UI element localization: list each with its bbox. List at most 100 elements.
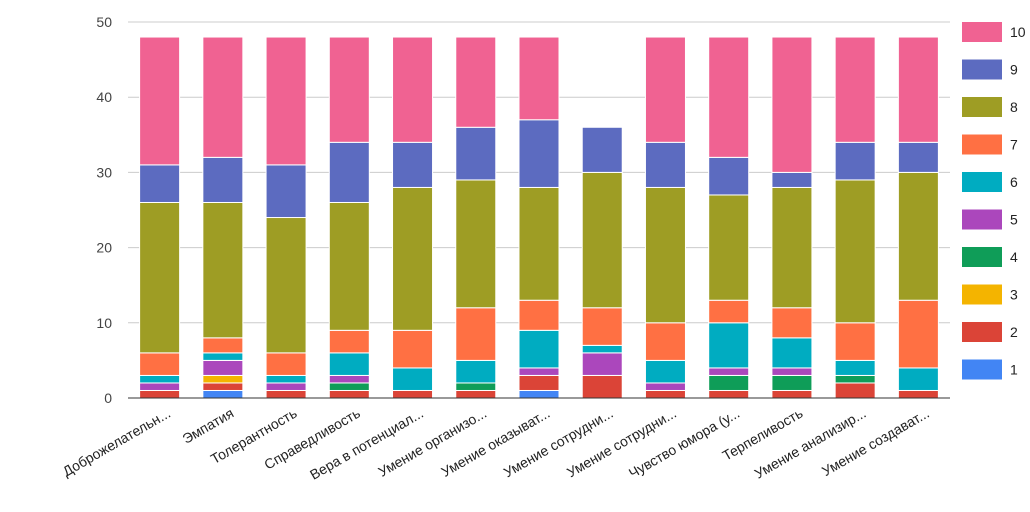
bar-segment-6 [139, 374, 181, 384]
bar-segment-10 [265, 36, 307, 166]
bar-segment-7 [897, 299, 939, 369]
bar-segment-6 [455, 359, 497, 384]
bar-segment-6 [202, 352, 244, 361]
bar-segment-4 [834, 374, 876, 384]
bar-stack [644, 36, 686, 399]
legend-item: 8 [962, 97, 1018, 117]
legend-label: 5 [1010, 212, 1018, 228]
y-tick-label: 50 [96, 14, 112, 30]
x-tick-label: Умение организо... [375, 405, 489, 480]
bar-segment-2 [328, 389, 370, 399]
bar-segment-8 [581, 171, 623, 309]
bar-segment-2 [771, 389, 813, 399]
x-tick-label: Чувство юмора (у... [626, 405, 742, 481]
bar-stack [581, 126, 623, 399]
bar-stack [897, 36, 939, 399]
bar-segment-6 [708, 322, 750, 369]
bar-segment-8 [518, 186, 560, 301]
bar-segment-8 [897, 171, 939, 301]
legend-item: 10 [962, 22, 1026, 42]
bar-stack [202, 36, 244, 399]
bar-segment-6 [328, 352, 370, 376]
bar-segment-2 [518, 374, 560, 391]
bar-stack [455, 36, 497, 399]
y-tick-label: 30 [96, 164, 112, 180]
bar-segment-9 [202, 156, 244, 203]
bar-segment-10 [202, 36, 244, 158]
legend-label: 1 [1010, 362, 1018, 378]
legend-item: 4 [962, 247, 1018, 267]
bar-stack [392, 36, 434, 399]
bar-segment-5 [328, 374, 370, 384]
legend-swatch [962, 172, 1002, 192]
bar-stack [518, 36, 560, 399]
bar-segment-7 [202, 337, 244, 354]
bar-stack [265, 36, 307, 399]
bar-segment-9 [328, 141, 370, 203]
bar-segment-7 [139, 352, 181, 376]
bar-segment-7 [328, 329, 370, 354]
legend-swatch [962, 359, 1002, 380]
bar-segment-5 [202, 359, 244, 376]
bar-segment-10 [771, 36, 813, 173]
bar-segment-10 [455, 36, 497, 128]
x-tick-label: Умение создават... [819, 405, 932, 479]
bar-segment-2 [202, 382, 244, 391]
bar-segment-7 [708, 299, 750, 324]
bar-segment-9 [518, 119, 560, 188]
bar-segment-8 [202, 201, 244, 339]
legend-label: 4 [1010, 249, 1018, 265]
x-axis: Доброжелательн... ЭмпатияТолерантностьСпр… [60, 397, 950, 483]
bar-segment-2 [455, 389, 497, 399]
bar-segment-1 [202, 389, 244, 399]
legend-swatch [962, 284, 1002, 305]
bar-segment-10 [392, 36, 434, 143]
bar-segment-6 [392, 367, 434, 391]
bar-segment-8 [708, 194, 750, 301]
legend-label: 6 [1010, 174, 1018, 190]
bar-segment-8 [328, 201, 370, 331]
legend: 10 9 8 7 6 5 4 3 2 1 [962, 22, 1026, 380]
bar-stack [834, 36, 876, 399]
bar-segment-8 [771, 186, 813, 309]
legend-label: 10 [1010, 24, 1026, 40]
legend-swatch [962, 22, 1002, 42]
legend-item: 6 [962, 172, 1018, 192]
bar-segment-7 [392, 329, 434, 369]
bar-segment-7 [455, 307, 497, 361]
bar-segment-2 [581, 374, 623, 399]
bar-segment-5 [265, 382, 307, 391]
bar-segment-9 [392, 141, 434, 188]
bar-segment-2 [644, 389, 686, 399]
legend-swatch [962, 134, 1002, 155]
bar-segment-9 [644, 141, 686, 188]
legend-label: 2 [1010, 324, 1018, 340]
bar-segment-6 [581, 344, 623, 354]
bar-segment-8 [644, 186, 686, 324]
bar-stack [139, 36, 181, 399]
bar-segment-6 [897, 367, 939, 391]
bar-segment-10 [139, 36, 181, 166]
bar-segment-10 [518, 36, 560, 121]
bar-segment-10 [897, 36, 939, 143]
bar-segment-2 [708, 389, 750, 399]
legend-item: 1 [962, 359, 1018, 380]
bar-segment-6 [518, 329, 560, 369]
bar-segment-8 [139, 201, 181, 354]
bar-segment-2 [139, 389, 181, 399]
bar-segment-8 [265, 217, 307, 354]
bar-segment-3 [202, 374, 244, 384]
bar-stack [328, 36, 370, 399]
legend-label: 8 [1010, 99, 1018, 115]
legend-label: 9 [1010, 62, 1018, 78]
legend-swatch [962, 59, 1002, 80]
bar-segment-7 [265, 352, 307, 376]
bar-segment-8 [455, 179, 497, 309]
bar-segment-10 [644, 36, 686, 143]
bar-segment-8 [834, 179, 876, 324]
bar-segment-9 [897, 141, 939, 173]
bar-segment-5 [581, 352, 623, 376]
bar-segment-9 [771, 171, 813, 188]
bar-segment-6 [771, 337, 813, 369]
